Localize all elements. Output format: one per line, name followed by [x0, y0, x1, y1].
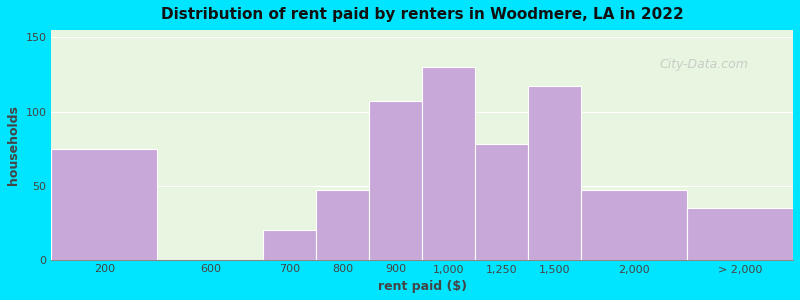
Bar: [370, 101, 422, 260]
Y-axis label: households: households: [7, 105, 20, 185]
Bar: [581, 190, 687, 260]
Bar: [475, 144, 528, 260]
X-axis label: rent paid ($): rent paid ($): [378, 280, 466, 293]
Bar: [51, 148, 158, 260]
Bar: [422, 67, 475, 260]
Text: City-Data.com: City-Data.com: [659, 58, 749, 70]
Bar: [263, 230, 316, 260]
Bar: [528, 86, 581, 260]
Bar: [687, 208, 793, 260]
Title: Distribution of rent paid by renters in Woodmere, LA in 2022: Distribution of rent paid by renters in …: [161, 7, 683, 22]
Bar: [316, 190, 370, 260]
